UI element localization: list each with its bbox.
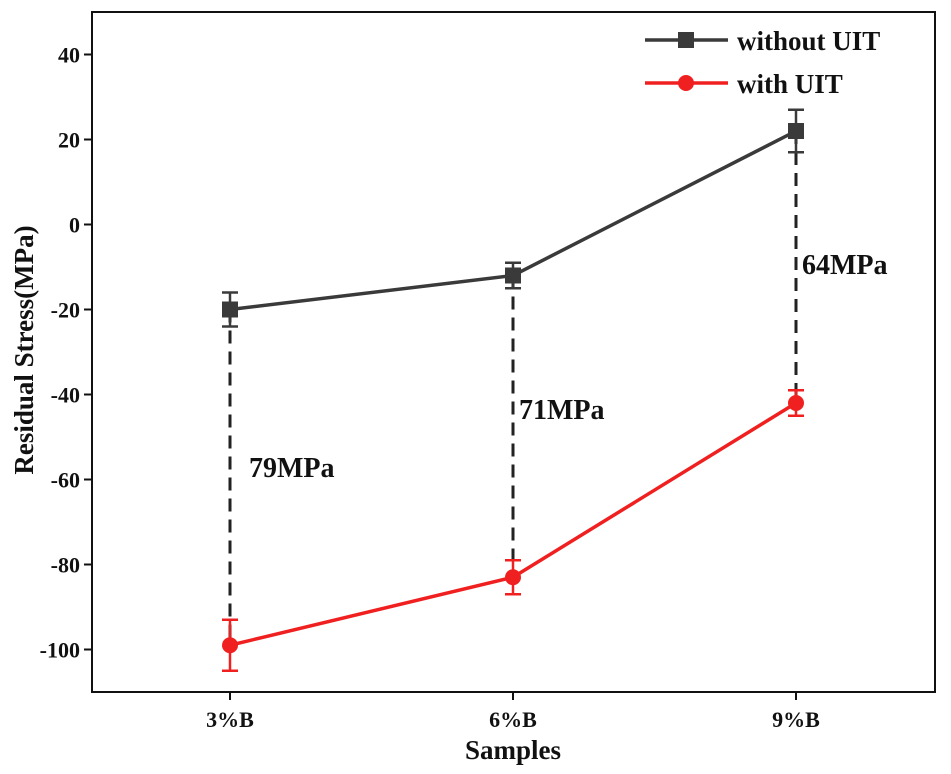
- y-tick-label: 0: [69, 213, 80, 238]
- data-point-circle: [222, 637, 238, 654]
- difference-label: 71MPa: [519, 395, 605, 426]
- x-tick-label: 3%B: [206, 707, 254, 732]
- legend-marker-square: [678, 32, 694, 48]
- y-axis-title: Residual Stress(MPa): [9, 225, 39, 474]
- difference-label: 64MPa: [802, 250, 888, 281]
- y-tick-label: -40: [51, 383, 80, 408]
- data-point-square: [788, 123, 804, 139]
- difference-label: 79MPa: [249, 453, 335, 484]
- x-tick-label: 9%B: [772, 707, 820, 732]
- legend-label-2: with UIT: [737, 69, 843, 99]
- y-tick-label: -100: [40, 638, 80, 663]
- data-point-circle: [788, 395, 804, 411]
- x-axis-ticks: 3%B 6%B 9%B: [206, 692, 820, 732]
- series-layer: [222, 108, 804, 672]
- legend-label-1: without UIT: [737, 26, 880, 56]
- data-point-square: [505, 267, 521, 284]
- x-axis-title: Samples: [465, 735, 561, 765]
- y-axis-ticks: 40 20 0 -20 -40 -60 -80 -100: [40, 43, 92, 663]
- y-tick-label: -20: [51, 298, 80, 323]
- data-point-square: [222, 301, 238, 318]
- series-line-2: [229, 401, 797, 647]
- legend-marker-circle: [678, 75, 694, 91]
- difference-labels: 79MPa 71MPa 64MPa: [249, 250, 888, 484]
- y-tick-label: 20: [58, 128, 80, 153]
- y-tick-label: -60: [51, 468, 80, 493]
- data-point-circle: [505, 569, 521, 586]
- y-tick-label: -80: [51, 553, 80, 578]
- x-tick-label: 6%B: [489, 707, 537, 732]
- legend: without UIT with UIT: [645, 26, 880, 99]
- y-tick-label: 40: [58, 43, 80, 68]
- difference-guides: [228, 131, 798, 646]
